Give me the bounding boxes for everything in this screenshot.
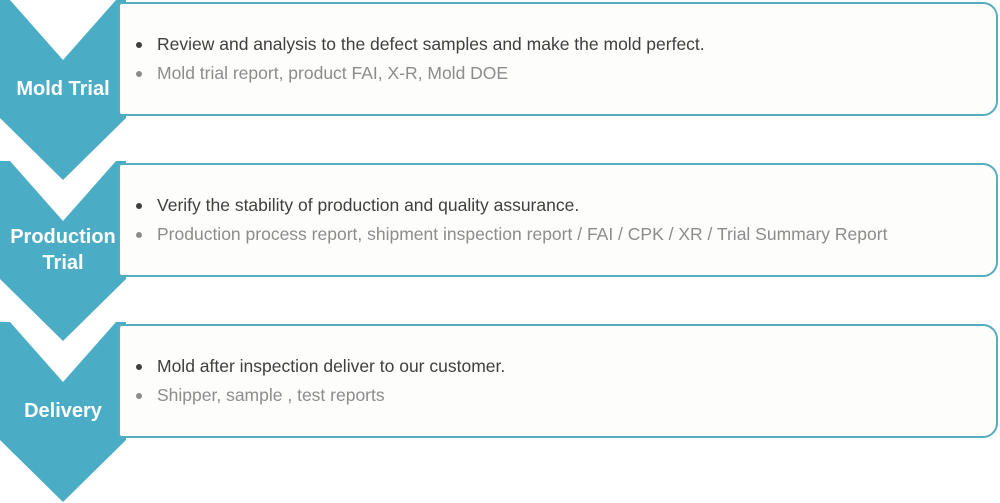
list-item: Production process report, shipment insp…	[136, 223, 936, 246]
stage-label: Mold Trial	[16, 78, 110, 100]
bullet-text: Shipper, sample , test reports	[157, 385, 385, 405]
bullet-icon	[136, 71, 142, 77]
stage-delivery: Delivery Mold after inspection deliver t…	[0, 322, 1000, 503]
stage-label: Production Trial	[10, 226, 116, 274]
list-item: Mold trial report, product FAI, X-R, Mol…	[136, 62, 936, 85]
bullet-text: Verify the stability of production and q…	[157, 195, 580, 215]
bullet-text: Mold trial report, product FAI, X-R, Mol…	[157, 63, 509, 83]
bullet-icon	[136, 232, 142, 238]
chevron-down-arrow	[0, 161, 126, 341]
stage-detail-box: Verify the stability of production and q…	[118, 163, 998, 277]
bullet-text: Review and analysis to the defect sample…	[157, 34, 705, 54]
stage-detail-box: Mold after inspection deliver to our cus…	[118, 324, 998, 438]
bullet-icon	[136, 364, 142, 370]
stage-production-trial: Production Trial Verify the stability of…	[0, 161, 1000, 343]
list-item: Mold after inspection deliver to our cus…	[136, 355, 936, 378]
chevron-down-arrow	[0, 0, 126, 180]
bullet-text: Mold after inspection deliver to our cus…	[157, 356, 506, 376]
bullet-icon	[136, 42, 142, 48]
bullet-icon	[136, 393, 142, 399]
bullet-text: Production process report, shipment insp…	[157, 224, 888, 244]
stage-detail-box: Review and analysis to the defect sample…	[118, 2, 998, 116]
list-item: Verify the stability of production and q…	[136, 194, 936, 217]
list-item: Shipper, sample , test reports	[136, 384, 936, 407]
list-item: Review and analysis to the defect sample…	[136, 33, 936, 56]
stage-label: Delivery	[24, 400, 102, 422]
chevron-down-arrow	[0, 322, 126, 502]
bullet-icon	[136, 203, 142, 209]
stage-mold-trial: Mold Trial Review and analysis to the de…	[0, 0, 1000, 182]
